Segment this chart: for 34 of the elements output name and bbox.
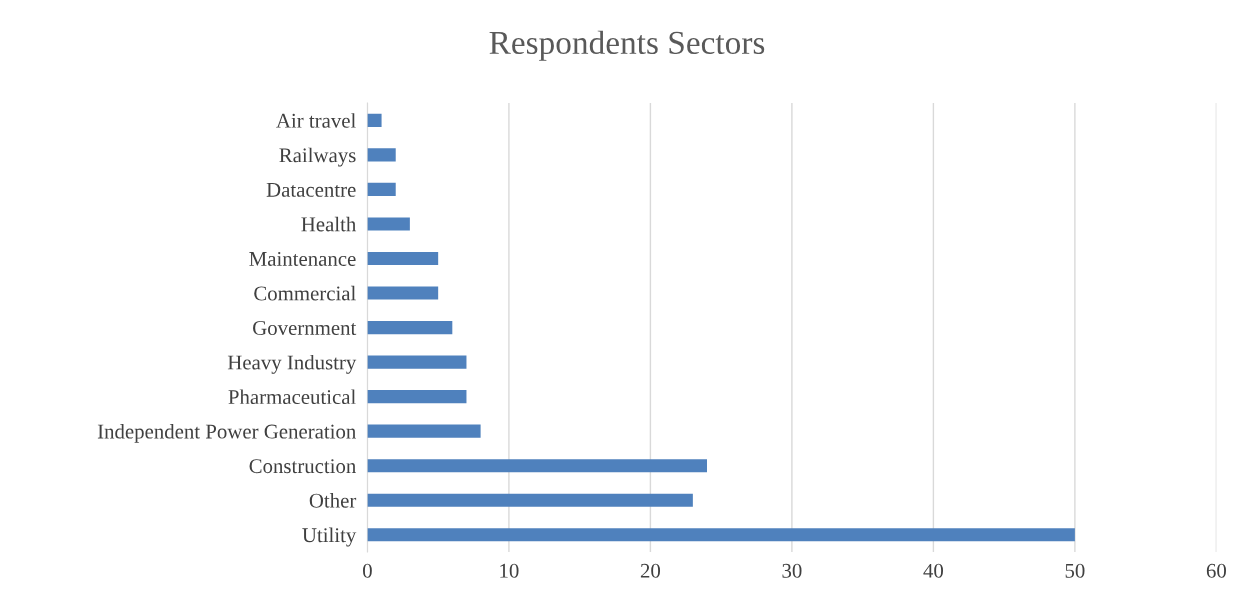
- y-tick-label: Health: [301, 216, 357, 232]
- y-tick-label: Pharmaceutical: [228, 389, 356, 405]
- y-tick-label: Construction: [249, 459, 356, 474]
- bar: [367, 493, 693, 507]
- bar: [367, 459, 708, 473]
- bar: [367, 217, 410, 231]
- bar: [367, 321, 453, 335]
- y-tick-label: Railways: [279, 147, 356, 167]
- bar: [367, 424, 481, 438]
- bar: [367, 148, 396, 162]
- bar: [367, 286, 439, 300]
- x-tick-label: 50: [1065, 563, 1085, 578]
- bar: [367, 355, 467, 369]
- x-tick-label: 30: [782, 563, 802, 578]
- bar: [367, 390, 467, 404]
- bar: [367, 182, 396, 196]
- y-tick-label: Air travel: [276, 113, 356, 128]
- y-tick-label: Commercial: [254, 285, 356, 301]
- bar: [367, 113, 382, 127]
- bar: [367, 528, 1075, 542]
- x-tick-label: 60: [1206, 563, 1226, 578]
- bar: [367, 251, 439, 266]
- x-tick-label: 20: [640, 563, 661, 578]
- x-tick-label: 0: [363, 563, 372, 578]
- chart-title: Respondents Sectors: [489, 30, 765, 61]
- y-tick-label: Datacentre: [266, 183, 356, 197]
- y-tick-label: Independent Power Generation: [97, 423, 356, 443]
- y-tick-label: Government: [253, 321, 357, 335]
- x-tick-label: 10: [500, 563, 519, 578]
- y-tick-label: Maintenance: [249, 251, 356, 266]
- x-tick-label: 40: [923, 563, 944, 578]
- y-tick-label: Other: [309, 493, 357, 508]
- y-tick-label: Utility: [302, 527, 357, 547]
- y-tick-label: Heavy Industry: [227, 354, 357, 374]
